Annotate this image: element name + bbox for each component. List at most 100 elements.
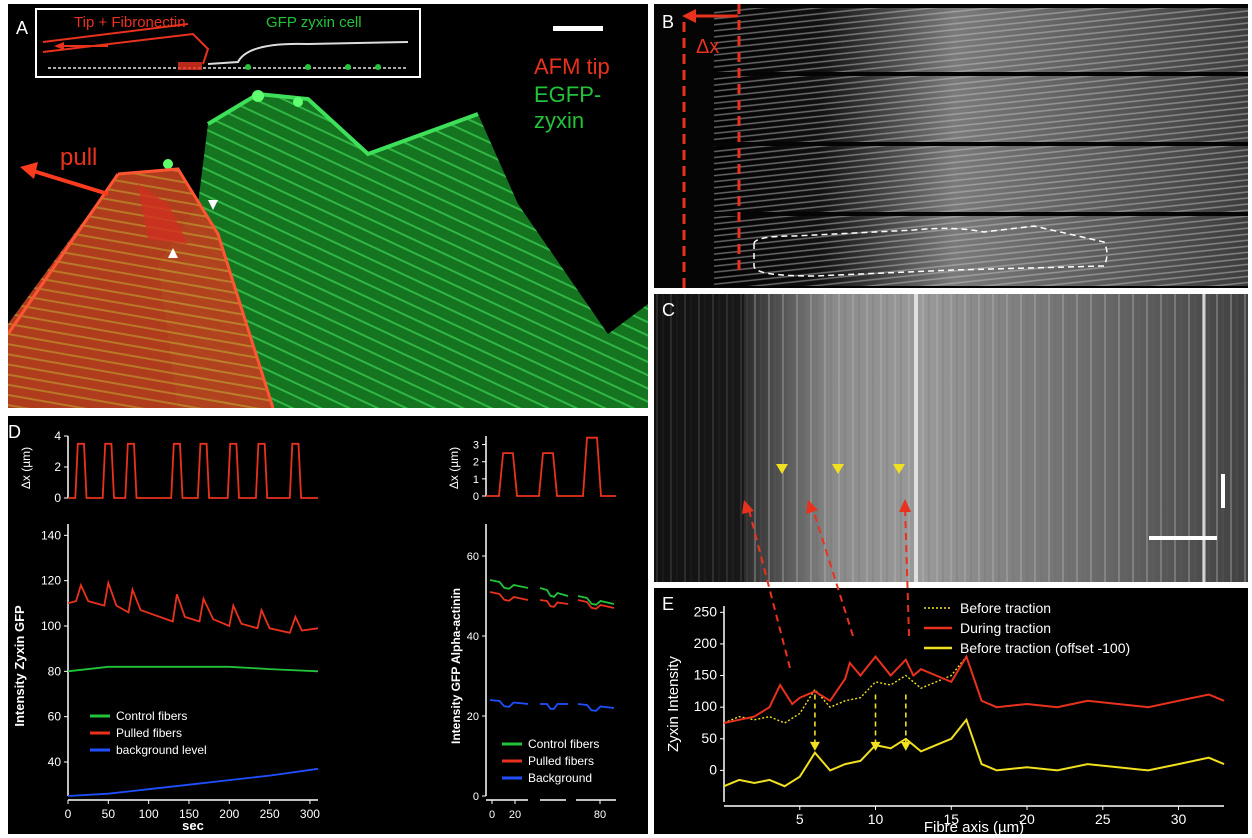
panel-d: 0 2 4 Δx (µm) 40 60 80 100 120 140 0 50 100 150 200 250… [8, 416, 648, 834]
y-tick-label: 50 [701, 730, 717, 746]
arrowhead-marker [168, 248, 178, 258]
kymograph-strips [714, 8, 1248, 286]
y-tick-label: 0 [473, 791, 479, 803]
series-pulled-fibers [539, 599, 569, 608]
legend-label: Before traction [960, 600, 1051, 616]
panel-label-d: D [8, 422, 21, 442]
dx-label: Δx [696, 36, 720, 58]
series-dx-left [68, 442, 318, 499]
x-tick-label: 20 [509, 809, 521, 821]
panel-label-c: C [662, 300, 675, 320]
x-tick-label: 200 [219, 807, 239, 821]
y-tick-label: 2 [54, 460, 61, 474]
arrowhead-yellow [832, 464, 844, 474]
series-pulled-fibers [489, 591, 529, 602]
panel-label-b: B [662, 12, 675, 32]
y-tick-label: 200 [694, 635, 718, 651]
x-tick-label: 15 [943, 811, 959, 827]
series-during-traction [723, 654, 1225, 724]
y-tick-label: 120 [41, 574, 61, 588]
series-background-level [67, 767, 319, 797]
scale-bar [553, 26, 603, 31]
series-pulled-fibers [577, 599, 615, 610]
series-control-fibers [67, 665, 319, 673]
arrowhead-yellow [893, 464, 905, 474]
x-tick-label: 0 [489, 809, 495, 821]
y-tick-label: 40 [48, 755, 62, 769]
series-control-fibers [539, 587, 569, 598]
y-tick-label: 40 [467, 631, 479, 643]
yellow-arrowhead [870, 741, 881, 751]
panel-label-a: A [16, 18, 29, 38]
panel-b: B Δx [654, 4, 1248, 288]
y-tick-label: 0 [54, 491, 61, 505]
y-axis-label: Intensity GFP Alpha-actinin [449, 588, 463, 744]
legend-label: Pulled fibers [116, 726, 182, 740]
y-tick-label: 0 [709, 761, 717, 777]
arrowhead-marker [208, 200, 218, 210]
y-tick-label: 150 [694, 667, 718, 683]
fiber-outline [753, 225, 1108, 277]
pull-label: pull [60, 144, 98, 171]
x-tick-label: 100 [139, 807, 159, 821]
x-tick-label: 30 [1171, 811, 1187, 827]
series-control-fibers [577, 595, 615, 606]
legend-label: During traction [960, 620, 1051, 636]
x-tick-label: 25 [1095, 811, 1111, 827]
legend-label: Control fibers [116, 709, 187, 723]
y-tick-label: 140 [41, 528, 61, 542]
y-tick-label: 2 [473, 457, 479, 469]
y-tick-label: 100 [694, 698, 718, 714]
x-axis-label: Fibre axis (µm) [924, 819, 1024, 834]
legend-label: Pulled fibers [528, 754, 594, 768]
inset-cell-label: GFP zyxin cell [266, 14, 362, 31]
y-axis-label: Intensity Zyxin GFP [12, 605, 27, 727]
x-tick-label: 300 [300, 807, 320, 821]
panel-label-e: E [662, 594, 675, 614]
series-background [577, 703, 615, 712]
scale-bar-vertical [1221, 474, 1225, 508]
x-tick-label: 80 [594, 809, 606, 821]
x-tick-label: 250 [260, 807, 280, 821]
y-tick-label: 80 [48, 664, 62, 678]
series-before-traction [723, 655, 1225, 724]
series-pulled-fibers [67, 579, 319, 634]
afm-tip [8, 169, 273, 408]
panel-c-image [654, 294, 1248, 582]
x-tick-label: 10 [868, 811, 884, 827]
y-tick-label: 3 [473, 440, 479, 452]
y-tick-label: 1 [473, 474, 479, 486]
yellow-arrowhead [900, 741, 911, 751]
y-axis-label: Zyxin Intensity [665, 656, 682, 752]
series-control-fibers [489, 579, 529, 590]
y-tick-label: 100 [41, 619, 61, 633]
panel-c: C [654, 294, 1248, 582]
legend-label: Control fibers [528, 737, 599, 751]
y-axis-label: Δx (µm) [447, 447, 461, 489]
y-tick-label: 60 [467, 551, 479, 563]
series-dx-right [486, 436, 616, 497]
yellow-arrowhead [809, 741, 820, 751]
y-tick-label: 60 [48, 710, 62, 724]
series-background [540, 703, 568, 710]
inset-tip-label: Tip + Fibronectin [74, 14, 186, 31]
legend-label: Before traction (offset -100) [960, 640, 1130, 656]
pull-arrow [29, 168, 109, 196]
y-tick-label: 250 [694, 603, 718, 619]
series-background [489, 699, 529, 708]
dx-arrow [682, 9, 696, 23]
y-axis-label: Δx (µm) [19, 447, 33, 489]
chart-e: 0 50 100 150 200 250 5 10 15 20 25 30 Before tractio… [665, 600, 1225, 834]
x-tick-label: 20 [1019, 811, 1035, 827]
x-tick-label: 0 [65, 807, 72, 821]
x-tick-label: 150 [179, 807, 199, 821]
legend-egfp-zyxin: EGFP-zyxin [534, 82, 602, 133]
x-tick-label: 50 [102, 807, 116, 821]
x-tick-label: 5 [796, 811, 804, 827]
y-tick-label: 0 [473, 491, 479, 503]
y-tick-label: 4 [54, 429, 61, 443]
zyxin-cell [158, 94, 648, 408]
y-tick-label: 20 [467, 711, 479, 723]
panel-b-image [654, 4, 1248, 288]
